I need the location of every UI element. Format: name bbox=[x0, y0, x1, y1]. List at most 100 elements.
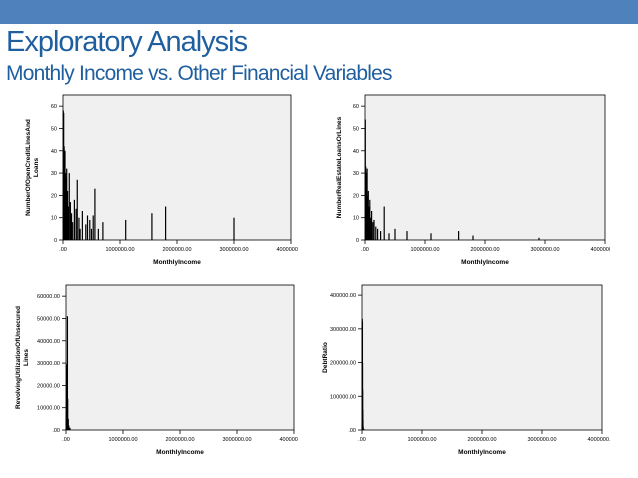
bar bbox=[86, 215, 89, 240]
top-accent-bar bbox=[0, 0, 638, 24]
chart-debt-ratio: .00 1000000.00 2000000.00 3000000.00 4000000… bbox=[310, 282, 610, 460]
y-tick-label: 40 bbox=[353, 149, 359, 155]
bar bbox=[66, 168, 68, 240]
bar bbox=[92, 215, 94, 240]
y-axis-label: NumberRealEstateLoansOrLines bbox=[336, 116, 343, 218]
bar bbox=[72, 222, 74, 240]
plot-area bbox=[62, 94, 292, 241]
y-tick-label: 40000.00 bbox=[37, 339, 60, 345]
bar bbox=[125, 219, 127, 240]
bar bbox=[375, 226, 377, 240]
y-tick-label: 50 bbox=[51, 126, 57, 132]
bar bbox=[383, 206, 385, 240]
bar bbox=[68, 425, 70, 430]
bar bbox=[367, 190, 369, 240]
y-axis-label-line: Lines bbox=[23, 349, 30, 366]
x-axis-label: MonthlyIncome bbox=[156, 449, 204, 456]
y-axis-label-line: RevolvingUtilizationOfUnsecured bbox=[15, 306, 22, 409]
bar bbox=[97, 228, 99, 240]
bar bbox=[69, 427, 71, 430]
y-tick-label: 400000.00 bbox=[330, 293, 356, 299]
y-tick-label: 0 bbox=[356, 238, 359, 244]
bar bbox=[66, 190, 69, 240]
x-tick-label: 2000000.00 bbox=[467, 437, 496, 443]
slide-subtitle: Monthly Income vs. Other Financial Varia… bbox=[6, 62, 393, 85]
plot-area bbox=[364, 94, 606, 241]
bar bbox=[368, 206, 370, 240]
bar bbox=[369, 199, 371, 240]
y-tick-label: 30 bbox=[353, 171, 359, 177]
x-tick-label: 1000000.00 bbox=[105, 247, 134, 253]
y-tick-label: 20000.00 bbox=[37, 383, 60, 389]
x-axis-label: MonthlyIncome bbox=[153, 259, 201, 266]
x-tick-label: .00 bbox=[62, 437, 70, 443]
y-tick-label: 50000.00 bbox=[37, 316, 60, 322]
y-axis-label-line: NumberRealEstateLoansOrLines bbox=[336, 116, 343, 218]
chart-revolving-utilization-svg: .00 1000000.00 2000000.00 3000000.00 4000000… bbox=[15, 284, 298, 456]
y-axis-label-line: DebtRatio bbox=[322, 342, 329, 373]
bar bbox=[394, 228, 396, 240]
x-tick-label: 2000000.00 bbox=[162, 247, 191, 253]
bar bbox=[430, 233, 432, 240]
bar bbox=[78, 217, 80, 240]
y-tick-label: 20 bbox=[51, 193, 57, 199]
y-tick-label: 10 bbox=[51, 216, 57, 222]
y-tick-label: 10000.00 bbox=[37, 406, 60, 412]
x-tick-label: 4000000.00 bbox=[276, 247, 298, 253]
x-tick-label: 1000000.00 bbox=[407, 437, 436, 443]
bar bbox=[94, 188, 96, 240]
bar bbox=[458, 231, 460, 240]
bar bbox=[370, 217, 372, 240]
bar bbox=[388, 233, 390, 240]
bar bbox=[362, 426, 364, 430]
bar bbox=[70, 213, 73, 240]
x-tick-label: .00 bbox=[361, 247, 369, 253]
x-axis-label: MonthlyIncome bbox=[461, 259, 509, 266]
y-tick-label: 30000.00 bbox=[37, 361, 60, 367]
y-tick-label: 30 bbox=[51, 171, 57, 177]
bar bbox=[372, 222, 374, 240]
bar bbox=[66, 316, 69, 430]
y-tick-label: 60 bbox=[51, 104, 57, 110]
bar bbox=[89, 219, 91, 240]
slide-title: Exploratory Analysis bbox=[6, 26, 248, 58]
bar bbox=[377, 228, 379, 240]
x-tick-label: .00 bbox=[59, 247, 67, 253]
y-axis-label: NumberOfOpenCreditLinesAnd Loans bbox=[25, 119, 40, 216]
bar bbox=[367, 195, 369, 240]
y-tick-label: 60000.00 bbox=[37, 294, 60, 300]
y-tick-label: 20 bbox=[353, 193, 359, 199]
bar bbox=[79, 228, 81, 240]
bar bbox=[67, 398, 69, 430]
y-tick-label: .00 bbox=[348, 428, 356, 434]
x-tick-label: 4000000.00 bbox=[590, 247, 610, 253]
bar bbox=[363, 428, 365, 430]
bar bbox=[73, 199, 75, 240]
chart-revolving-utilization: .00 1000000.00 2000000.00 3000000.00 4000000… bbox=[10, 282, 298, 460]
y-axis-label-line: Loans bbox=[33, 158, 40, 178]
y-tick-label: 200000.00 bbox=[330, 361, 356, 367]
x-tick-label: .00 bbox=[358, 437, 366, 443]
x-tick-label: 3000000.00 bbox=[530, 247, 559, 253]
chart-debt-ratio-svg: .00 1000000.00 2000000.00 3000000.00 4000000… bbox=[322, 284, 610, 456]
y-tick-label: 50 bbox=[353, 126, 359, 132]
x-tick-label: 4000000.00 bbox=[279, 437, 298, 443]
bar bbox=[472, 235, 474, 240]
bar bbox=[233, 217, 235, 240]
bar bbox=[380, 231, 382, 240]
x-tick-label: 3000000.00 bbox=[527, 437, 556, 443]
chart-real-estate-loans-svg: .00 1000000.00 2000000.00 3000000.00 400000 0… bbox=[336, 94, 610, 266]
bar bbox=[151, 213, 153, 240]
bar bbox=[90, 228, 93, 240]
bar bbox=[67, 418, 69, 430]
y-axis-label-line: NumberOfOpenCreditLinesAnd bbox=[25, 119, 32, 216]
bar bbox=[165, 206, 167, 240]
bar bbox=[373, 219, 375, 240]
bar bbox=[67, 206, 70, 240]
plot-area bbox=[361, 284, 603, 431]
y-axis-label: DebtRatio bbox=[322, 342, 329, 373]
bar bbox=[68, 173, 70, 240]
plot-area bbox=[65, 284, 295, 431]
x-tick-label: 1000000.00 bbox=[108, 437, 137, 443]
y-tick-label: 100000.00 bbox=[330, 394, 356, 400]
